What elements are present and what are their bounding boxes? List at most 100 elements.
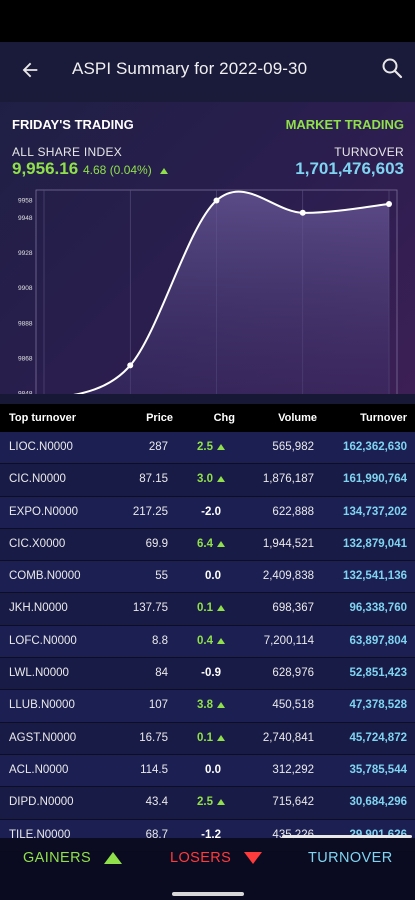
row-change-value: -1.2 xyxy=(201,828,221,841)
summary-card: FRIDAY'S TRADING MARKET TRADING ALL SHAR… xyxy=(0,102,415,394)
row-turnover: 134,737,202 xyxy=(343,505,407,518)
row-symbol: LLUB.N0000 xyxy=(9,699,75,712)
header-top-turnover[interactable]: Top turnover xyxy=(9,412,77,424)
row-turnover: 63,897,804 xyxy=(349,634,407,647)
up-arrow-icon xyxy=(217,605,225,612)
tab-losers[interactable]: LOSERS xyxy=(170,850,262,866)
table-row[interactable]: LWL.N0000 84 -0.9 628,976 52,851,423 xyxy=(0,658,415,691)
table-row[interactable]: JKH.N0000 137.75 0.1 698,367 96,338,760 xyxy=(0,593,415,626)
row-change-value: -0.9 xyxy=(201,667,221,680)
row-turnover: 35,785,544 xyxy=(349,763,407,776)
row-turnover: 132,879,041 xyxy=(343,537,407,550)
row-change-value: 2.5 xyxy=(197,441,213,453)
row-change-value: 3.0 xyxy=(197,473,213,486)
y-tick-label: 9888 xyxy=(18,320,33,327)
table-header: Top turnover Price Chg Volume Turnover xyxy=(0,404,415,432)
row-volume: 622,888 xyxy=(272,505,314,518)
header-volume[interactable]: Volume xyxy=(278,412,317,424)
row-symbol: DIPD.N0000 xyxy=(9,796,74,809)
table-row[interactable]: CIC.X0000 69.9 6.4 1,944,521 132,879,041 xyxy=(0,528,415,562)
y-tick-label: 9908 xyxy=(18,285,33,292)
row-change: -1.2 xyxy=(201,829,225,841)
up-arrow-icon xyxy=(217,540,225,547)
row-change-value: 3.8 xyxy=(197,699,213,712)
header-turnover[interactable]: Turnover xyxy=(360,412,407,424)
row-turnover: 52,851,423 xyxy=(349,667,407,680)
table-row[interactable]: LOFC.N0000 8.8 0.4 7,200,114 63,897,804 xyxy=(0,625,415,659)
row-volume: 715,642 xyxy=(272,796,314,809)
row-change: 0.0 xyxy=(205,764,225,776)
row-volume: 698,367 xyxy=(272,602,314,615)
row-change-value: 2.5 xyxy=(197,796,213,809)
row-change: 3.8 xyxy=(197,699,225,711)
row-volume: 7,200,114 xyxy=(263,634,314,647)
row-volume: 1,876,187 xyxy=(262,473,314,486)
row-price: 114.5 xyxy=(140,763,168,776)
table-row[interactable]: ACL.N0000 114.5 0.0 312,292 35,785,544 xyxy=(0,754,415,788)
chart-point[interactable] xyxy=(299,209,306,216)
table-row[interactable]: LLUB.N0000 107 3.8 450,518 47,378,528 xyxy=(0,690,415,723)
y-tick-label: 9958 xyxy=(18,198,33,205)
row-symbol: COMB.N0000 xyxy=(9,570,81,583)
row-turnover: 47,378,528 xyxy=(349,699,407,712)
chart-point[interactable] xyxy=(386,201,392,208)
up-arrow-icon xyxy=(217,476,225,483)
row-symbol: CIC.X0000 xyxy=(9,537,66,550)
row-price: 217.25 xyxy=(132,505,168,518)
up-arrow-icon xyxy=(159,167,168,174)
search-icon xyxy=(382,58,403,79)
table-row[interactable]: DIPD.N0000 43.4 2.5 715,642 30,684,296 xyxy=(0,787,415,820)
up-arrow-icon xyxy=(217,799,225,806)
row-change-value: 0.1 xyxy=(197,602,213,615)
row-symbol: TILE.N0000 xyxy=(9,828,71,841)
row-change-value: 0.0 xyxy=(205,763,221,776)
app-screen: ASPI Summary for 2022-09-30 FRIDAY'S TRA… xyxy=(0,42,415,900)
triangle-down-icon xyxy=(243,852,262,865)
chart-point[interactable] xyxy=(213,197,220,204)
row-price: 16.75 xyxy=(139,731,168,744)
row-symbol: CIC.N0000 xyxy=(9,473,66,486)
index-change: 4.68 (0.04%) xyxy=(83,163,168,177)
tab-turnover[interactable]: TURNOVER xyxy=(308,850,393,866)
turnover-value: 1,701,476,603 xyxy=(295,159,404,178)
header-chg[interactable]: Chg xyxy=(213,412,235,424)
table-row[interactable]: CIC.N0000 87.15 3.0 1,876,187 161,990,764 xyxy=(0,464,415,497)
aspi-line-chart: 09-2609-2709-2809-2909-30995899489928990… xyxy=(18,189,398,394)
row-change-value: 0.1 xyxy=(197,731,213,744)
home-indicator xyxy=(172,892,244,896)
chart-point[interactable] xyxy=(127,362,134,369)
table-row[interactable]: LIOC.N0000 287 2.5 565,982 162,362,630 xyxy=(0,432,415,465)
row-symbol: LWL.N0000 xyxy=(9,667,69,680)
row-change: 0.4 xyxy=(197,635,225,647)
row-price: 137.75 xyxy=(132,602,168,615)
day-trading-label: FRIDAY'S TRADING xyxy=(12,117,134,132)
table-row[interactable]: AGST.N0000 16.75 0.1 2,740,841 45,724,872 xyxy=(0,722,415,755)
table-row[interactable]: COMB.N0000 55 0.0 2,409,838 132,541,136 xyxy=(0,561,415,594)
row-turnover: 162,362,630 xyxy=(343,441,407,453)
market-trading-link[interactable]: MARKET TRADING xyxy=(285,117,404,132)
tab-turnover-label: TURNOVER xyxy=(308,850,393,866)
row-change-value: 0.4 xyxy=(197,634,213,647)
row-turnover: 30,684,296 xyxy=(349,796,407,809)
row-volume: 1,944,521 xyxy=(262,537,314,550)
back-button[interactable] xyxy=(16,56,44,84)
row-turnover: 45,724,872 xyxy=(349,731,407,744)
row-price: 84 xyxy=(155,667,168,680)
table-row[interactable]: EXPO.N0000 217.25 -2.0 622,888 134,737,202 xyxy=(0,496,415,529)
row-volume: 2,409,838 xyxy=(262,570,314,583)
row-volume: 312,292 xyxy=(272,763,314,776)
bottom-nav: GAINERS LOSERS TURNOVER xyxy=(0,838,415,900)
triangle-up-icon xyxy=(103,852,122,865)
tab-gainers[interactable]: GAINERS xyxy=(23,850,122,866)
row-change: 2.5 xyxy=(197,796,225,808)
up-arrow-icon xyxy=(217,637,225,644)
header-price[interactable]: Price xyxy=(146,412,173,424)
search-button[interactable] xyxy=(380,56,406,82)
row-price: 287 xyxy=(148,441,168,453)
row-price: 43.4 xyxy=(145,796,168,809)
index-change-text: 4.68 (0.04%) xyxy=(83,163,152,177)
row-symbol: LIOC.N0000 xyxy=(9,441,73,453)
row-symbol: AGST.N0000 xyxy=(9,731,77,744)
row-change-value: 0.0 xyxy=(205,570,221,583)
y-tick-label: 9928 xyxy=(18,250,33,257)
